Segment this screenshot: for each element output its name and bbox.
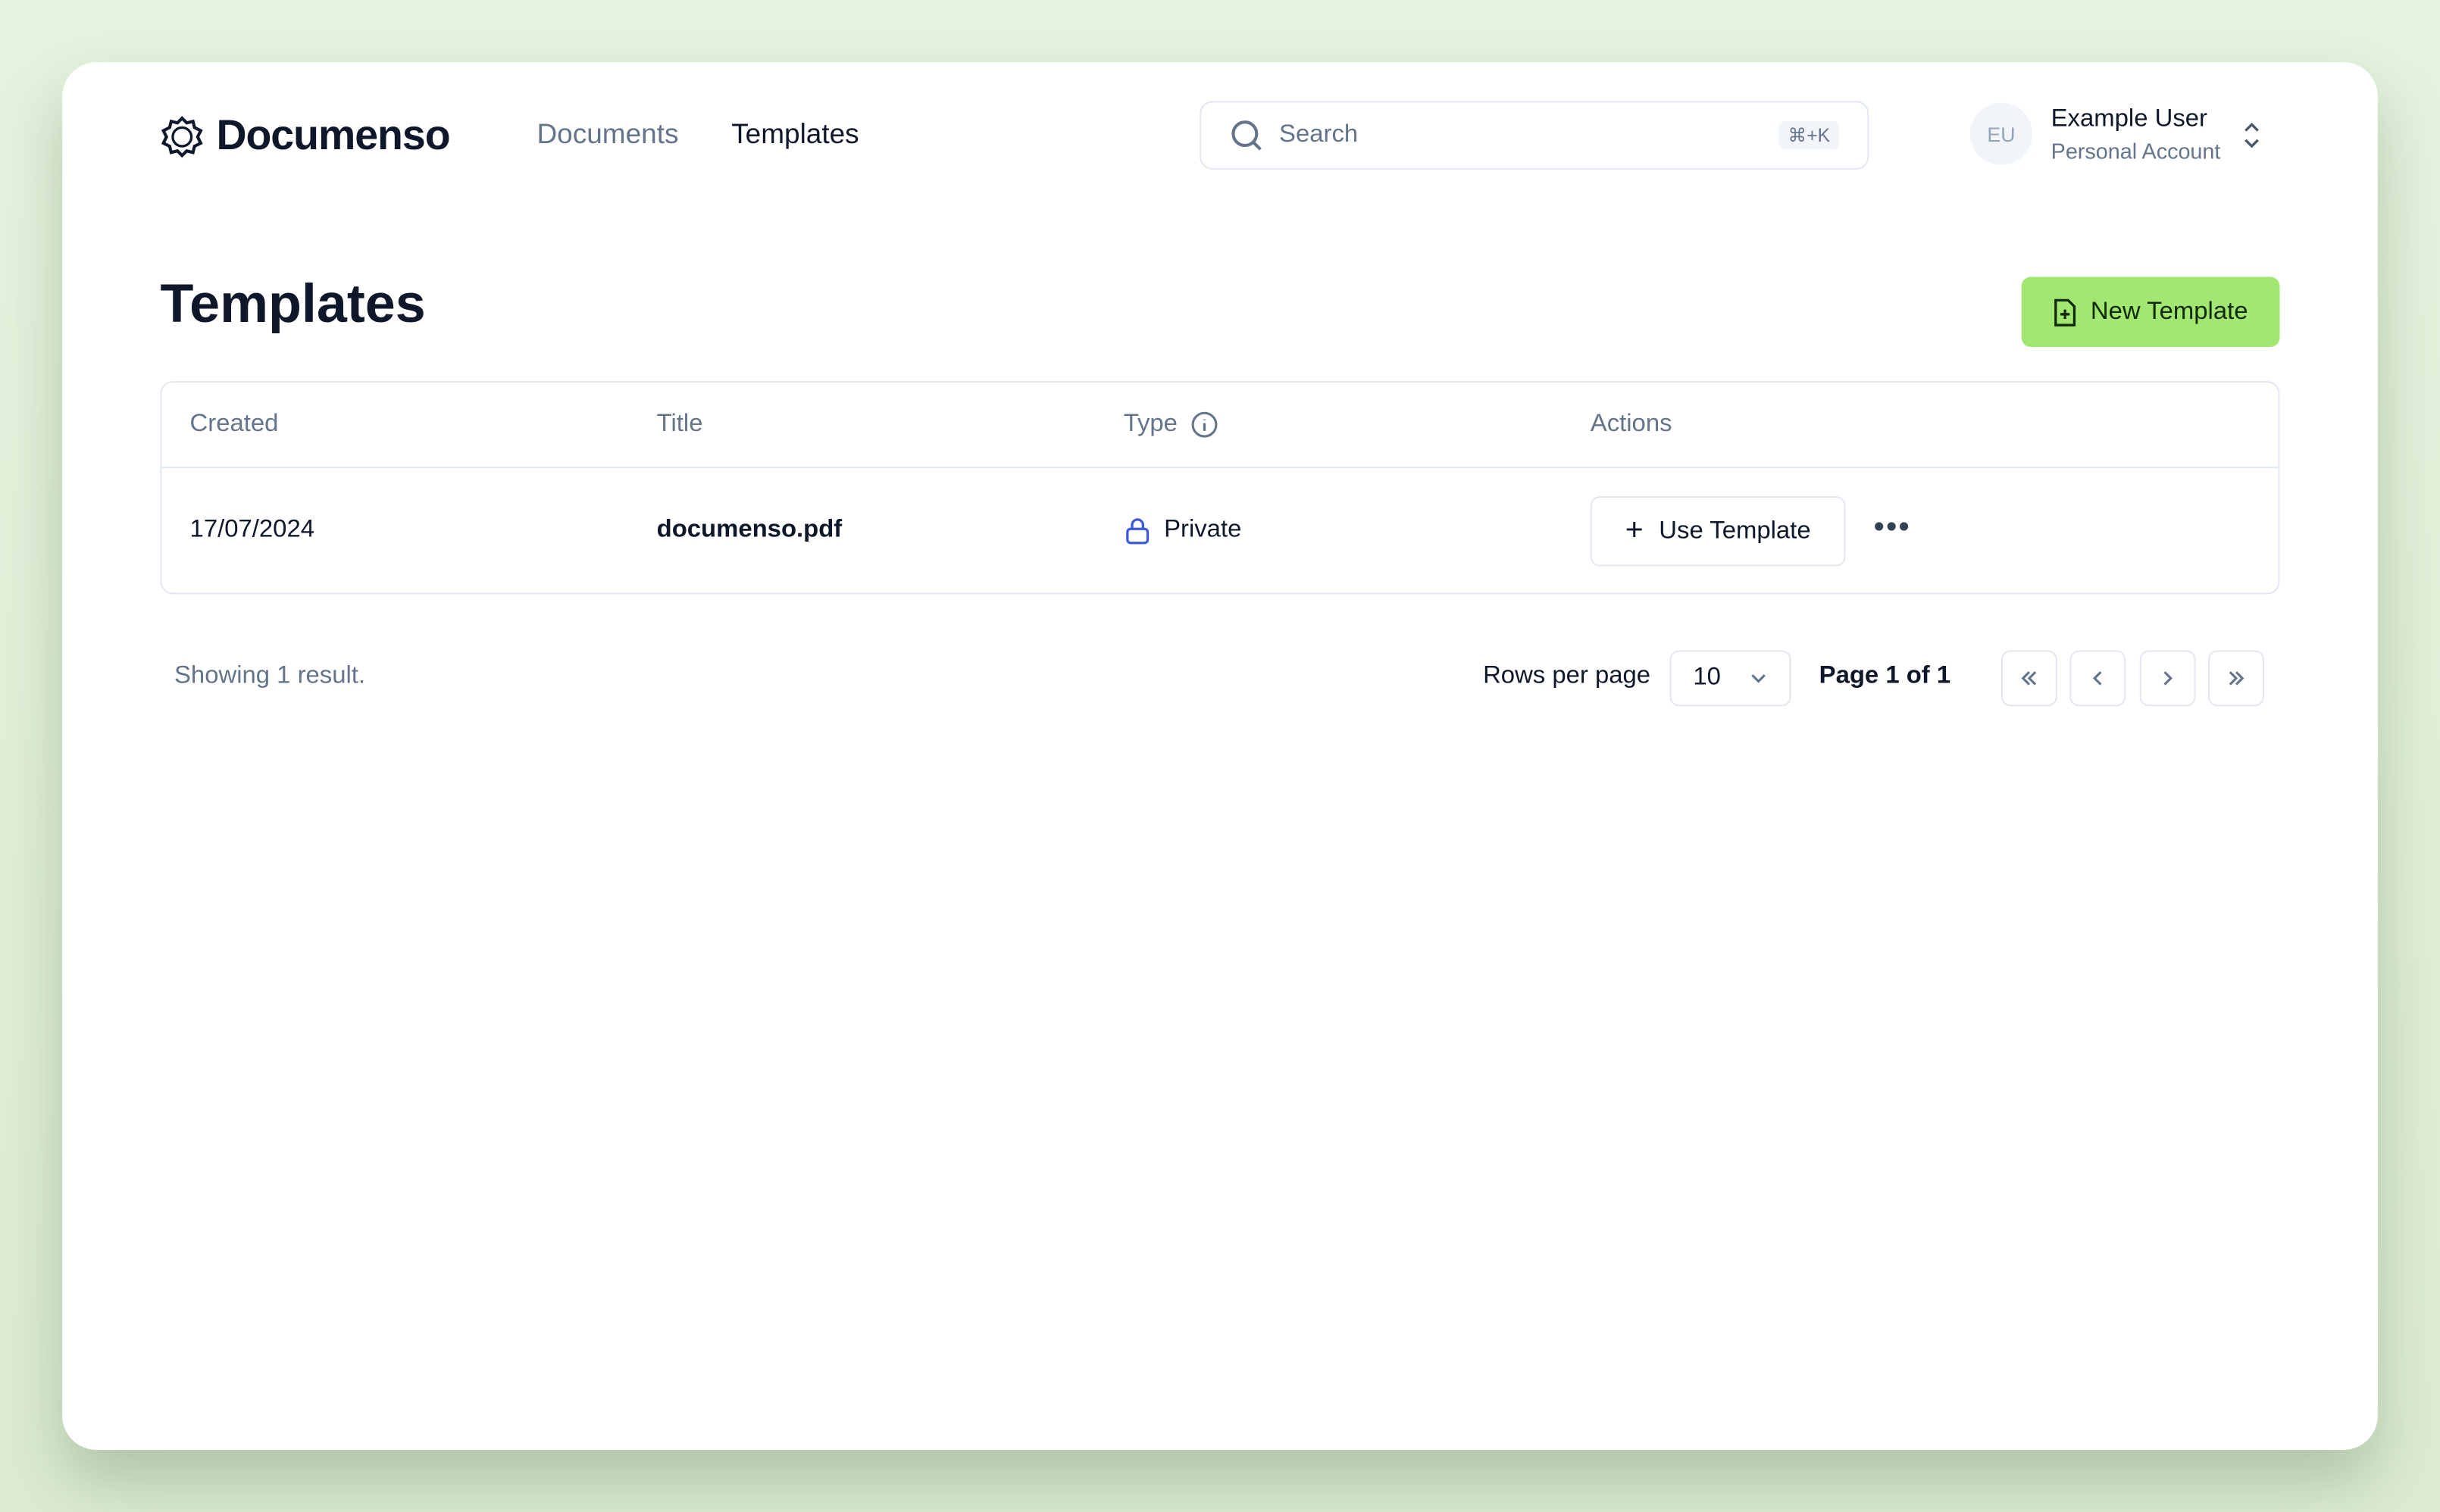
search-icon — [1231, 120, 1262, 151]
cell-type: Private — [1124, 516, 1242, 545]
file-plus-icon — [2055, 298, 2077, 326]
use-template-button[interactable]: + Use Template — [1590, 496, 1846, 567]
header-type-label: Type — [1123, 411, 1178, 438]
chevron-right-icon — [2163, 671, 2173, 686]
account-switcher[interactable]: Example User Personal Account — [2051, 106, 2221, 164]
chevrons-up-down-icon[interactable] — [2241, 121, 2263, 149]
new-template-button[interactable]: New Template — [2021, 276, 2280, 347]
type-label: Private — [1164, 516, 1242, 543]
cell-created: 17/07/2024 — [189, 516, 314, 543]
brand-logo[interactable]: Documenso — [161, 111, 451, 161]
divider — [161, 467, 2279, 469]
cell-title[interactable]: documenso.pdf — [656, 516, 843, 543]
nav-documents[interactable]: Documents — [536, 118, 679, 150]
search-input[interactable]: Search ⌘+K — [1200, 101, 1869, 170]
header-type[interactable]: Type — [1124, 411, 1218, 439]
user-name: Example User — [2051, 105, 2207, 133]
rows-per-page-label: Rows per page — [1483, 662, 1651, 689]
header-title[interactable]: Title — [656, 411, 703, 438]
lock-icon — [1126, 518, 1150, 545]
account-type: Personal Account — [2051, 138, 2221, 164]
avatar[interactable]: EU — [1969, 102, 2033, 165]
page-title: Templates — [160, 273, 426, 335]
new-template-label: New Template — [2090, 298, 2248, 325]
brand-name: Documenso — [216, 111, 450, 159]
info-icon[interactable] — [1190, 411, 1218, 439]
result-count: Showing 1 result. — [174, 662, 366, 689]
rows-per-page-select[interactable]: 10 — [1669, 650, 1791, 707]
logo-icon — [161, 115, 203, 158]
table-row[interactable]: 17/07/2024 documenso.pdf Private + Use T… — [162, 468, 2279, 595]
header-actions: Actions — [1590, 411, 1672, 438]
plus-icon: + — [1625, 513, 1644, 548]
first-page-button[interactable] — [2000, 650, 2057, 707]
previous-page-button[interactable] — [2069, 650, 2126, 707]
search-shortcut: ⌘+K — [1778, 121, 1840, 150]
chevrons-left-icon — [2021, 671, 2037, 686]
more-options-icon[interactable]: ••• — [1873, 510, 1911, 545]
nav-templates[interactable]: Templates — [731, 118, 859, 150]
rows-per-page-value: 10 — [1693, 664, 1721, 691]
chevrons-right-icon — [2229, 671, 2244, 686]
chevron-down-icon — [1751, 674, 1766, 683]
chevron-left-icon — [2092, 671, 2102, 686]
search-placeholder: Search — [1279, 121, 1359, 148]
header-created[interactable]: Created — [189, 411, 279, 438]
templates-table: Created Title Type Actions 17/07/2024 do… — [160, 381, 2280, 595]
page-info: Page 1 of 1 — [1819, 662, 1951, 689]
last-page-button[interactable] — [2208, 650, 2264, 707]
next-page-button[interactable] — [2139, 650, 2196, 707]
app-window: Documenso Documents Templates Search ⌘+K… — [62, 62, 2378, 1450]
use-template-label: Use Template — [1659, 517, 1811, 544]
